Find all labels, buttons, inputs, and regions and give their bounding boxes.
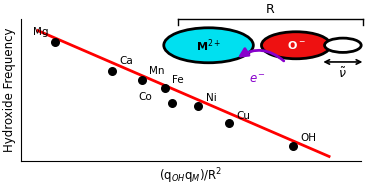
Text: Ni: Ni [206,93,217,103]
Point [52,41,58,44]
Text: Ca: Ca [119,57,133,67]
Point [169,101,175,105]
Point [196,104,201,107]
Text: Mn: Mn [149,66,165,76]
Point [139,78,145,81]
Point [109,69,115,72]
Point [162,87,168,90]
X-axis label: (q$_{OH}$q$_M$)/R$^2$: (q$_{OH}$q$_M$)/R$^2$ [159,167,223,186]
Y-axis label: Hydroxide Frequency: Hydroxide Frequency [3,28,16,152]
Point [290,145,296,148]
Point [226,122,232,125]
Text: Mg: Mg [32,27,48,37]
Text: Co: Co [138,92,152,102]
Text: Fe: Fe [172,75,184,85]
Text: OH: OH [300,133,316,143]
Text: Cu: Cu [236,111,250,121]
